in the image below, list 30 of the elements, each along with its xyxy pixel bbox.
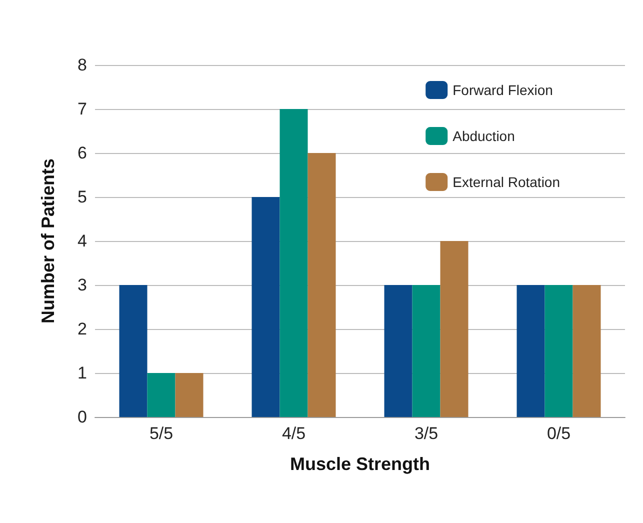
x-tick-label: 4/5 <box>282 424 306 443</box>
y-tick-label: 8 <box>78 56 87 74</box>
bar <box>280 109 308 417</box>
bar <box>384 285 412 417</box>
bar <box>147 373 176 417</box>
y-tick-label: 6 <box>78 144 87 162</box>
legend-label: Forward Flexion <box>452 82 553 98</box>
y-tick-label: 7 <box>78 100 87 118</box>
bar <box>440 241 468 417</box>
x-tick-label: 0/5 <box>546 424 571 443</box>
bar <box>308 153 336 417</box>
x-tick-label: 5/5 <box>149 424 174 443</box>
legend-label: External Rotation <box>452 174 560 190</box>
y-axis-title: Number of Patients <box>38 158 58 324</box>
y-tick-label: 4 <box>78 232 87 250</box>
y-tick-label: 2 <box>78 320 87 338</box>
y-tick-label: 1 <box>78 364 87 382</box>
bar <box>412 285 440 417</box>
bar <box>544 285 573 417</box>
bar <box>572 285 601 417</box>
bar <box>119 285 148 417</box>
bar <box>516 285 545 417</box>
bar <box>252 197 280 417</box>
y-tick-label: 0 <box>78 408 87 426</box>
bar <box>175 373 204 417</box>
y-tick-label: 3 <box>78 276 87 294</box>
y-tick-label: 5 <box>78 188 87 206</box>
x-axis-title: Muscle Strength <box>290 454 430 474</box>
x-tick-label: 3/5 <box>414 424 438 443</box>
legend-label: Abduction <box>452 128 515 144</box>
